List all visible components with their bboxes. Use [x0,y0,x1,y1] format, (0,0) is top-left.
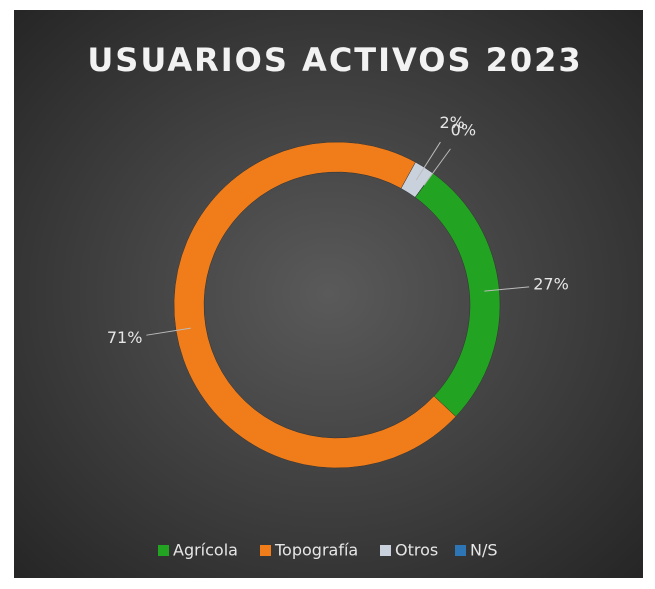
legend-swatch [455,545,466,556]
data-label: 71% [107,328,143,347]
leader-line [484,286,530,292]
legend-swatch [260,545,271,556]
legend-label: N/S [470,541,498,560]
leader-line [423,148,451,186]
chart-background [14,10,643,578]
legend-label: Otros [395,541,438,560]
legend-swatch [158,545,169,556]
data-label: 0% [451,121,476,140]
data-label: 27% [533,274,569,293]
legend-label: Agrícola [173,541,238,560]
legend-swatch [380,545,391,556]
donut-slice [173,141,457,469]
leader-line [146,327,191,336]
leader-line [415,141,441,181]
chart-title: USUARIOS ACTIVOS 2023 [87,41,582,79]
legend-label: Topografía [274,541,358,560]
data-label: 2% [440,113,465,132]
